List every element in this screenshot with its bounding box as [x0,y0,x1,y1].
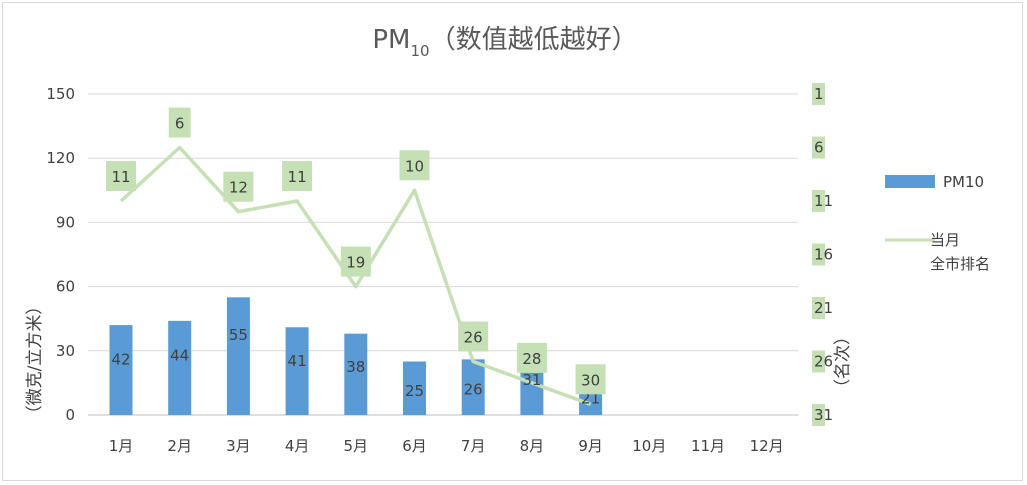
gridlines [88,93,798,416]
bar-data-label: 44 [170,347,189,365]
bar-data-label: 41 [288,352,307,370]
x-tick-label: 6月 [402,437,427,455]
line-data-label: 19 [346,254,365,272]
y-axis-title: （微克/立方米） [25,298,45,423]
ranking-line [119,145,592,406]
line-data-label: 30 [581,371,600,389]
x-tick-label: 10月 [632,437,666,455]
line-label-box [575,364,606,395]
y2-tick-label: 16 [814,246,833,264]
bar [461,359,485,415]
bar-data-label: 38 [346,358,365,376]
x-tick-label: 5月 [344,437,369,455]
line-data-label: 26 [464,329,483,347]
bar-data-label: 55 [229,326,248,344]
y2-tick-box [812,404,825,426]
y2-tick-label: 21 [814,299,833,317]
y2-tick-box [812,297,825,319]
y2-axis-title: （名次） [833,328,853,396]
bar-data-label: 25 [405,382,424,400]
y-tick-label: 120 [46,149,75,167]
line-data-label: 11 [111,168,130,186]
line-label-box [399,150,430,181]
x-tick-label: 3月 [226,437,251,455]
line-series [119,145,592,406]
chart-title: PM10（数值越低越好） [372,25,637,60]
line-data-label: 11 [288,168,307,186]
x-tick-label: 4月 [285,437,310,455]
bar [168,320,192,415]
y2-tick-label: 1 [814,85,824,103]
x-tick-label: 2月 [167,437,192,455]
line-label-box [223,171,254,202]
legend-label-line-1: 当月 [930,231,960,249]
y-tick-label: 60 [56,278,75,296]
bar [285,327,309,415]
bar-data-label: 31 [522,371,541,389]
line-data-label: 6 [175,115,185,133]
x-tick-label: 7月 [461,437,486,455]
y2-tick-box [812,190,825,212]
line-label-box [516,342,547,373]
line-data-label: 12 [229,179,248,197]
bar [344,333,368,415]
y2-tick-box [812,83,825,105]
line-label-box [340,246,371,277]
y-tick-label: 30 [56,342,75,360]
bar-data-label: 42 [111,350,130,368]
y-axis-ticks: 0 30 60 90 120 150 [46,85,75,424]
line-label-box [458,321,489,352]
line-label-box [282,161,313,191]
bar [226,297,250,415]
x-tick-label: 12月 [750,437,784,455]
y-tick-label: 150 [46,85,75,103]
bar [109,325,133,415]
y2-tick-label: 26 [814,353,833,371]
line-data-labels: 11 6 12 11 19 10 26 28 30 [106,107,606,395]
y2-tick-label: 11 [814,192,833,210]
x-tick-label: 1月 [109,437,134,455]
y2-tick-label: 31 [814,406,833,424]
bar-data-label: 26 [464,380,483,398]
x-tick-label: 11月 [691,437,725,455]
line-data-label: 28 [522,350,541,368]
y2-tick-box [812,136,825,159]
line-data-label: 10 [405,157,424,175]
y-tick-label: 90 [56,213,75,231]
legend: PM10 当月 全市排名 [885,173,990,273]
legend-swatch-bar [885,175,935,188]
legend-label-bar: PM10 [943,173,984,191]
y2-tick-box [812,243,825,266]
bar [403,361,426,415]
line-label-box [168,107,191,138]
x-axis-ticks: 1月 2月 3月 4月 5月 6月 7月 8月 9月 10月 11月 12月 [109,437,784,455]
line-label-box [106,161,136,191]
y2-tick-label: 6 [814,139,824,157]
legend-label-line-2: 全市排名 [930,255,990,273]
x-tick-label: 9月 [578,437,603,455]
x-tick-label: 8月 [520,437,545,455]
y2-tick-box [812,350,825,373]
y-tick-label: 0 [65,406,75,424]
